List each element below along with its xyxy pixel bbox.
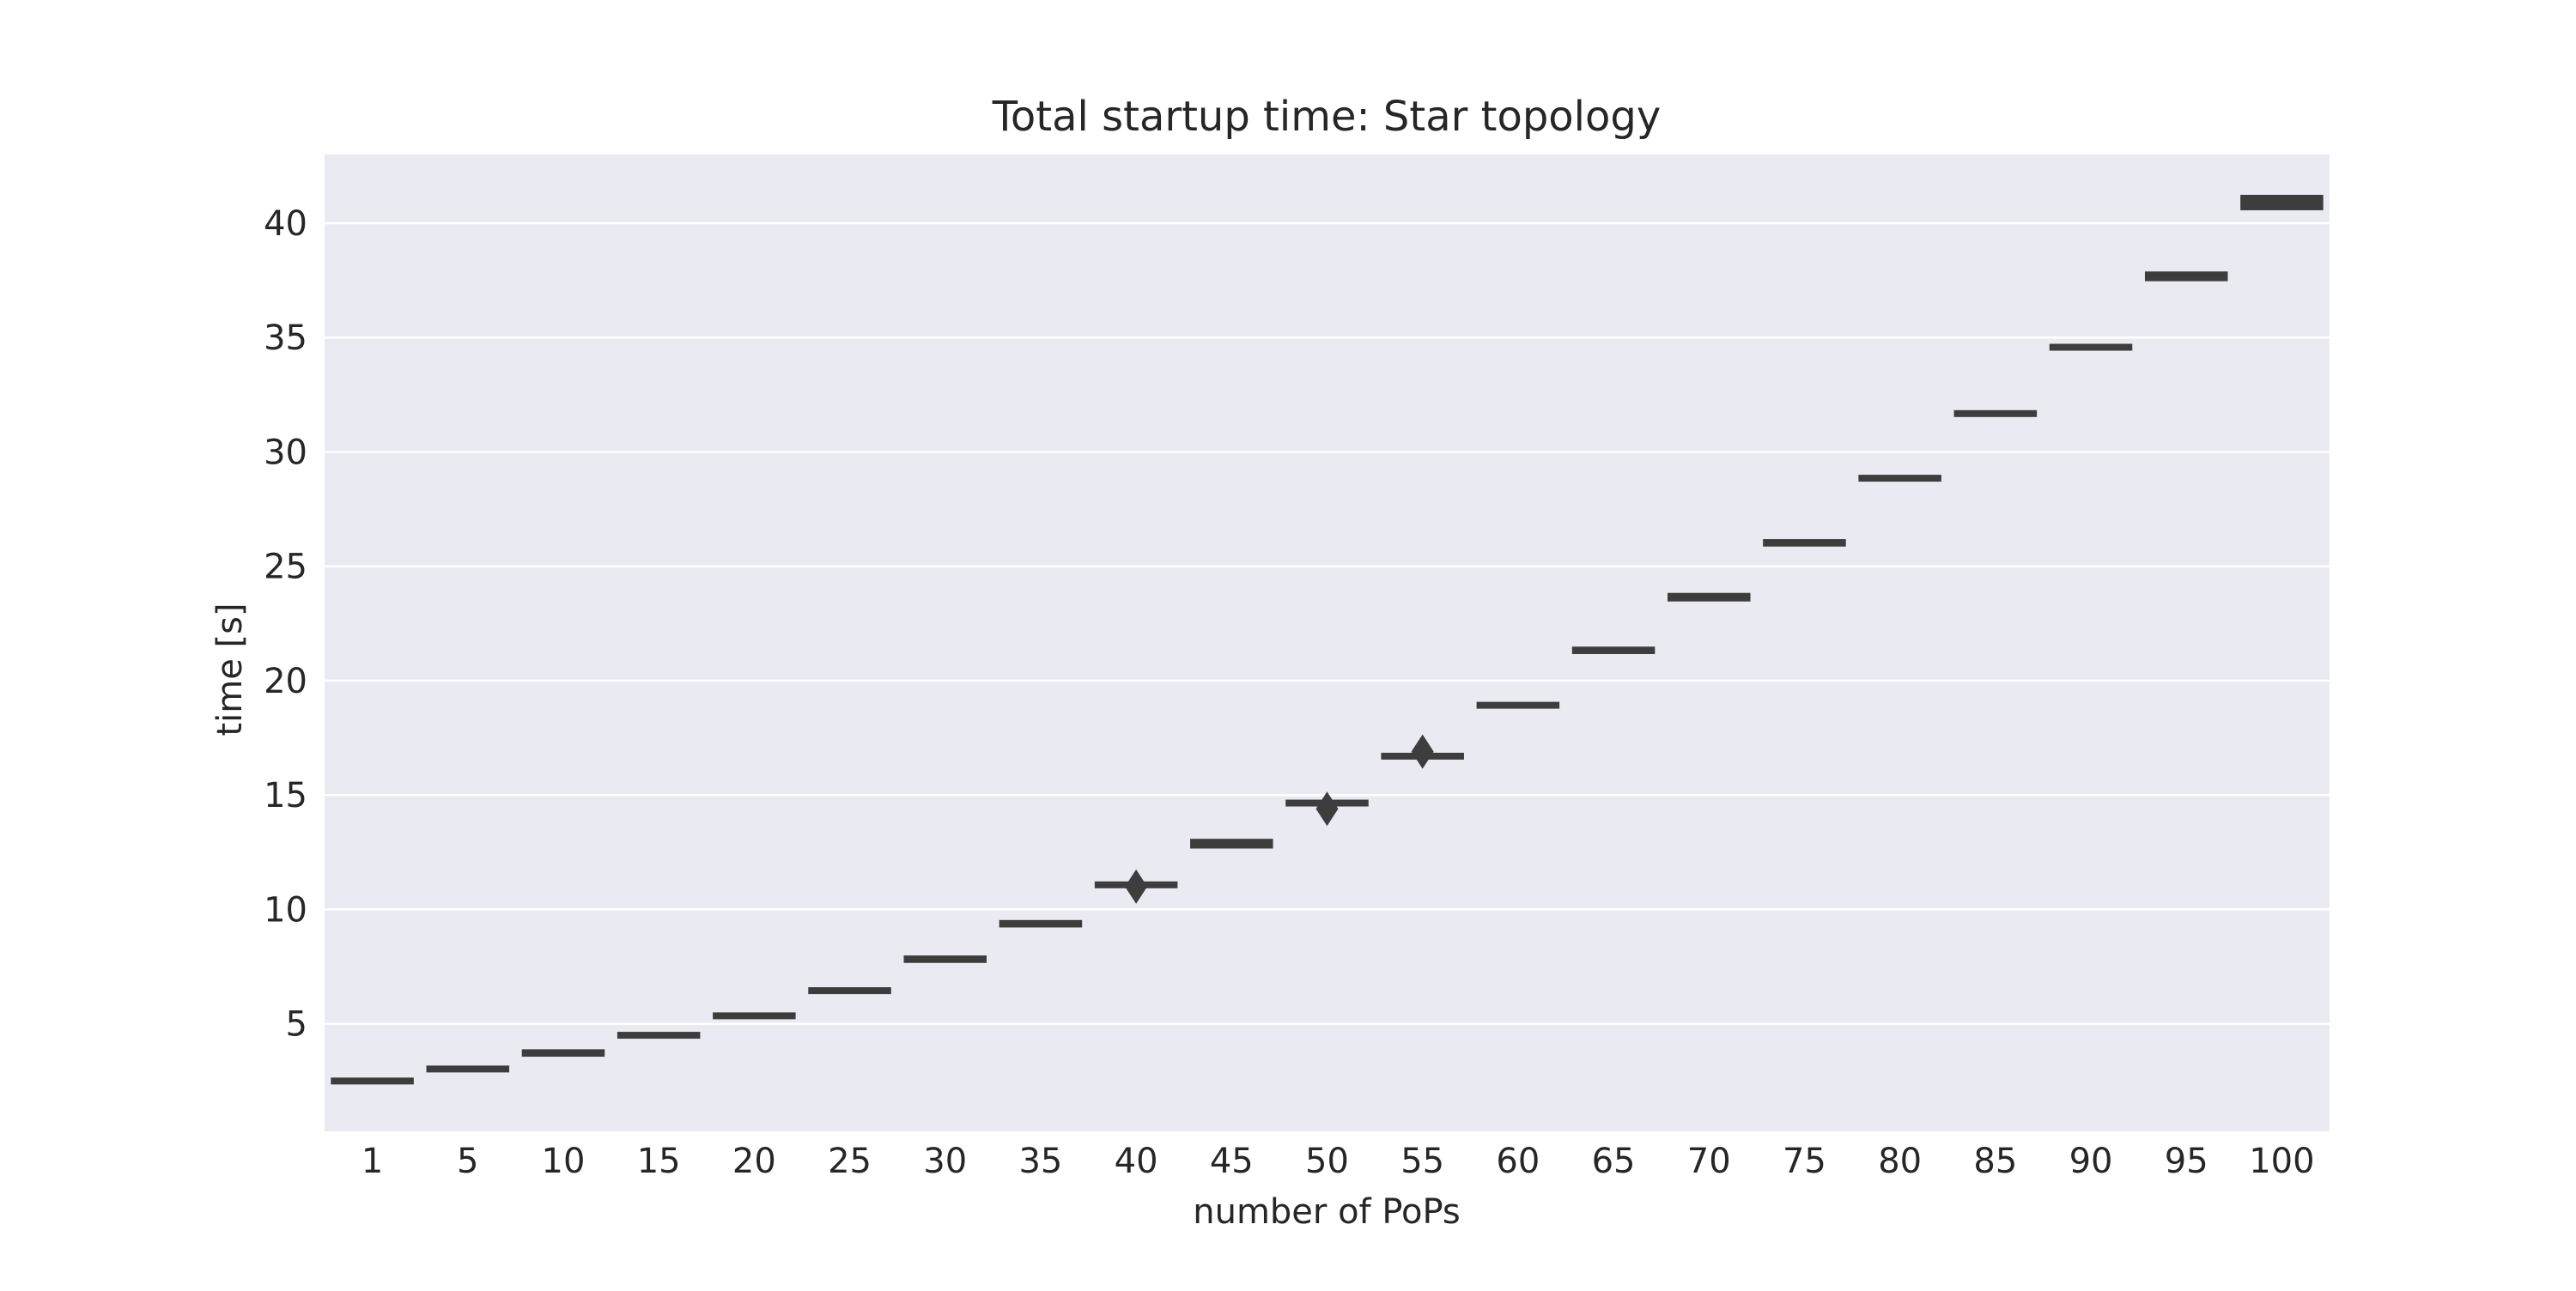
x-tick-label: 5 [457, 1142, 478, 1181]
x-tick-label: 50 [1305, 1142, 1349, 1181]
y-tick-label: 25 [264, 548, 307, 587]
x-tick-label: 95 [2165, 1142, 2208, 1181]
y-tick-label: 30 [264, 433, 307, 472]
y-tick-label: 10 [264, 890, 307, 930]
x-tick-label: 30 [923, 1142, 967, 1181]
x-tick-label: 60 [1496, 1142, 1540, 1181]
chart-title: Total startup time: Star topology [992, 93, 1661, 141]
y-tick-label: 20 [264, 662, 307, 701]
x-tick-label: 100 [2249, 1142, 2314, 1181]
y-tick-labels: 5 10 15 20 25 30 35 40 [264, 204, 307, 1045]
x-tick-label: 65 [1592, 1142, 1636, 1181]
x-tick-label: 1 [361, 1142, 383, 1181]
y-tick-label: 40 [264, 204, 307, 244]
x-tick-label: 25 [828, 1142, 872, 1181]
x-tick-label: 35 [1018, 1142, 1062, 1181]
x-tick-label: 75 [1783, 1142, 1826, 1181]
x-tick-label: 85 [1973, 1142, 2017, 1181]
outlier-40 [1125, 869, 1148, 904]
y-axis-label: time [s] [210, 603, 250, 736]
y-tick-label: 15 [264, 776, 307, 815]
outlier-50 [1315, 791, 1339, 827]
x-tick-labels: 1 5 10 15 20 25 30 35 40 45 50 55 60 65 70 75 80 85 90 95 10… [361, 1142, 2315, 1181]
x-axis-label: number of PoPs [1193, 1192, 1461, 1232]
plot-background [325, 155, 2330, 1131]
x-tick-label: 80 [1878, 1142, 1922, 1181]
y-tick-label: 5 [286, 1005, 307, 1045]
x-tick-label: 15 [637, 1142, 681, 1181]
x-tick-label: 45 [1210, 1142, 1254, 1181]
outlier-55 [1411, 734, 1434, 769]
x-tick-label: 40 [1115, 1142, 1158, 1181]
x-tick-label: 10 [542, 1142, 586, 1181]
x-tick-label: 90 [2069, 1142, 2113, 1181]
outliers-layer [1125, 734, 1434, 904]
x-tick-label: 20 [732, 1142, 776, 1181]
x-tick-label: 55 [1400, 1142, 1444, 1181]
x-tick-label: 70 [1687, 1142, 1731, 1181]
y-tick-label: 35 [264, 318, 307, 358]
